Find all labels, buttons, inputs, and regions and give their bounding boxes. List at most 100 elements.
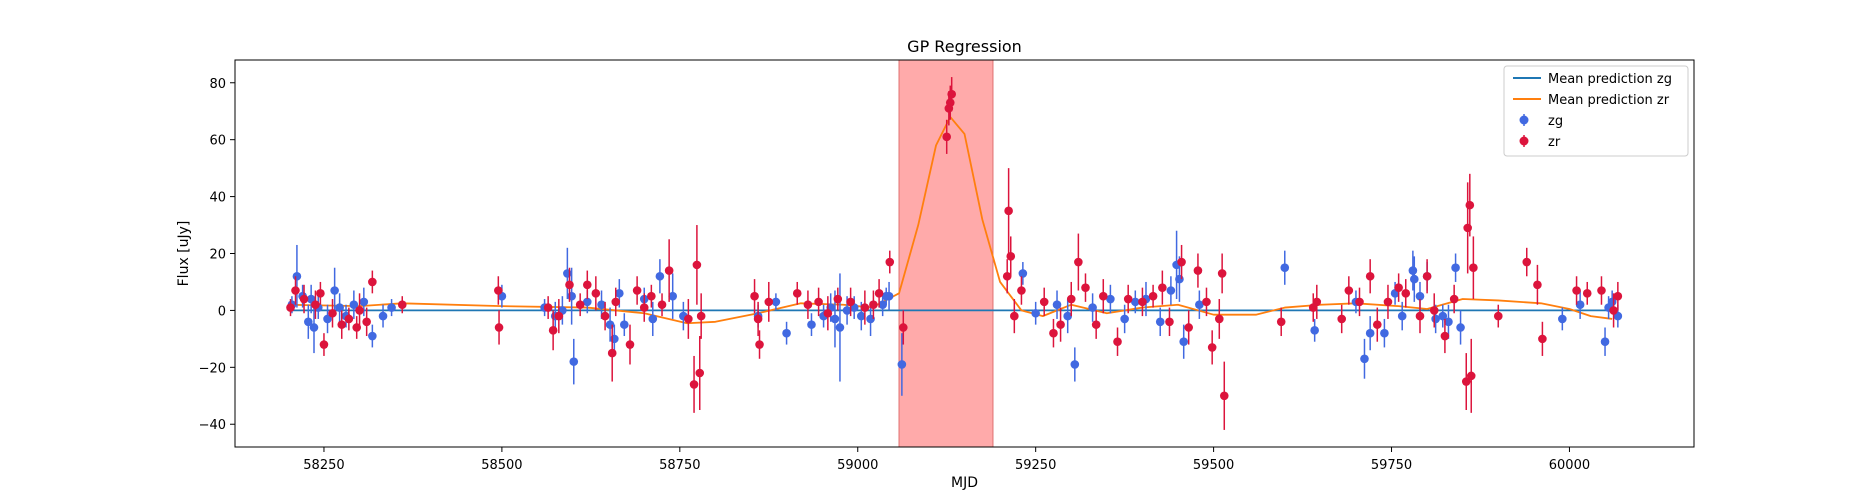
data-point (1195, 300, 1204, 310)
legend-zr-marker-label: zr (1548, 135, 1561, 150)
data-point (554, 311, 564, 321)
data-point (349, 300, 359, 310)
data-point (1575, 300, 1585, 310)
data-point (1558, 314, 1567, 324)
data-point (1444, 317, 1453, 327)
data-point (1207, 343, 1217, 352)
data-point (696, 311, 706, 321)
data-point (1451, 263, 1460, 273)
data-point (1091, 320, 1101, 329)
data-point (337, 320, 347, 329)
data-point (1039, 297, 1049, 307)
data-point (1088, 303, 1097, 312)
data-point (591, 289, 601, 298)
data-point (1193, 266, 1203, 275)
data-point (792, 289, 802, 298)
legend-zr-line-label: Mean prediction zr (1548, 93, 1670, 108)
y-tick-label: −40 (199, 418, 226, 433)
data-point (1214, 314, 1224, 324)
data-point (1138, 297, 1147, 307)
data-point (884, 291, 894, 301)
data-point (1415, 311, 1425, 321)
x-tick-label: 59750 (1371, 458, 1412, 473)
data-point (823, 308, 833, 318)
data-point (387, 303, 396, 312)
data-point (897, 360, 907, 369)
data-point (695, 368, 705, 378)
data-point (1175, 274, 1184, 284)
legend-zr-marker (1519, 136, 1529, 146)
data-point (1052, 300, 1062, 310)
data-point (1155, 317, 1165, 327)
data-point (1365, 328, 1375, 338)
data-point (814, 297, 823, 307)
x-tick-label: 58250 (303, 458, 344, 473)
data-point (328, 308, 337, 318)
data-point (316, 289, 325, 298)
x-tick-label: 58750 (659, 458, 700, 473)
data-point (359, 297, 369, 307)
data-point (898, 323, 908, 332)
data-point (684, 314, 693, 324)
data-point (1438, 311, 1448, 321)
data-point (1312, 297, 1322, 307)
data-point (397, 300, 407, 310)
legend-zg-marker-label: zg (1548, 114, 1563, 129)
data-point (1337, 314, 1347, 324)
x-tick-label: 60000 (1549, 458, 1590, 473)
data-point (1415, 291, 1425, 301)
chart-legend: Mean prediction zg Mean prediction zr zg… (1503, 65, 1689, 157)
data-point (869, 300, 878, 310)
data-point (1006, 252, 1016, 261)
data-point (655, 271, 665, 281)
data-point (605, 320, 615, 329)
data-point (1031, 308, 1040, 318)
data-point (292, 271, 302, 281)
data-point (304, 317, 313, 327)
data-point (563, 269, 572, 278)
data-point (764, 297, 774, 307)
y-tick-label: 40 (209, 191, 226, 206)
data-point (1280, 263, 1290, 273)
data-point (1456, 323, 1465, 332)
data-point (1609, 306, 1618, 315)
data-point (1365, 271, 1375, 281)
data-point (1056, 320, 1065, 329)
data-point (567, 291, 576, 301)
data-point (1217, 269, 1227, 278)
data-point (323, 314, 332, 324)
data-point (1063, 311, 1072, 321)
data-point (874, 289, 884, 298)
data-point (330, 286, 339, 295)
data-point (1408, 266, 1418, 275)
data-point (1600, 337, 1610, 347)
data-point (494, 286, 503, 295)
data-point (657, 300, 667, 310)
data-point (1493, 311, 1503, 321)
data-point (368, 277, 377, 287)
y-axis-label: Flux [uJy] (176, 221, 192, 287)
data-point (1004, 206, 1013, 216)
data-point (1066, 294, 1076, 304)
data-point (597, 300, 606, 310)
data-point (689, 380, 699, 389)
y-tick-label: 60 (209, 134, 226, 149)
data-point (1409, 274, 1419, 284)
data-point (807, 320, 816, 329)
data-point (1123, 294, 1133, 304)
data-point (1166, 286, 1176, 295)
data-point (1572, 286, 1581, 295)
data-point (1422, 271, 1432, 281)
x-axis-label: MJD (951, 475, 978, 491)
y-tick-label: 80 (209, 77, 226, 92)
data-point (803, 300, 813, 310)
data-point (1017, 286, 1026, 295)
data-point (582, 280, 592, 290)
highlight-span (898, 59, 994, 448)
y-tick-label: 0 (218, 304, 226, 319)
data-point (582, 297, 592, 307)
data-point (830, 314, 840, 324)
data-point (1081, 283, 1090, 292)
legend-zg-marker (1519, 115, 1529, 125)
data-point (945, 98, 955, 107)
